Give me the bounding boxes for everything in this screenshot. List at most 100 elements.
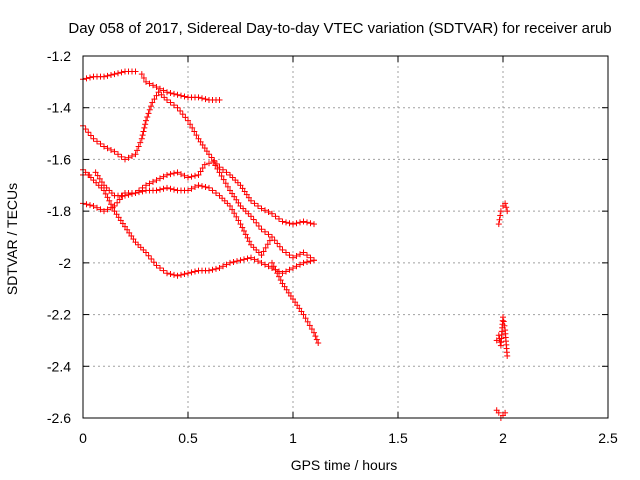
data-point xyxy=(160,267,167,274)
data-point xyxy=(262,228,268,235)
data-point xyxy=(157,175,163,182)
data-point xyxy=(157,265,163,272)
data-point xyxy=(178,271,184,278)
data-point xyxy=(155,89,162,96)
data-point xyxy=(174,272,181,279)
data-point xyxy=(164,171,170,178)
data-point xyxy=(106,187,113,194)
data-point xyxy=(195,171,202,178)
data-point xyxy=(248,213,254,220)
data-point xyxy=(197,168,204,175)
data-point xyxy=(495,221,502,228)
data-point xyxy=(178,171,184,178)
y-tick-label: -1.2 xyxy=(47,48,71,64)
data-point xyxy=(279,246,286,253)
data-point xyxy=(504,352,511,359)
x-tick-label: 2 xyxy=(499,430,507,446)
data-point xyxy=(101,182,107,189)
data-point xyxy=(87,174,94,181)
data-point xyxy=(160,173,167,180)
data-point xyxy=(171,102,177,109)
data-point xyxy=(146,180,153,187)
data-point xyxy=(304,219,310,226)
data-point xyxy=(132,190,139,197)
data-point xyxy=(232,177,239,184)
data-point xyxy=(167,171,174,178)
data-point xyxy=(224,183,231,190)
data-point xyxy=(265,209,272,216)
data-point xyxy=(294,302,301,309)
data-point xyxy=(144,114,151,121)
data-point xyxy=(145,252,152,259)
data-point xyxy=(244,234,251,241)
data-point xyxy=(108,201,114,208)
data-point xyxy=(82,169,89,176)
data-point xyxy=(234,258,240,265)
data-point xyxy=(497,212,504,219)
data-point xyxy=(185,187,191,194)
data-point xyxy=(111,148,118,155)
data-point xyxy=(260,248,267,255)
data-point xyxy=(315,340,322,347)
data-point xyxy=(233,196,240,203)
data-point xyxy=(177,107,184,114)
data-point xyxy=(161,94,168,101)
data-point xyxy=(210,159,217,166)
data-point xyxy=(199,95,205,102)
chart-title: Day 058 of 2017, Sidereal Day-to-day VTE… xyxy=(68,20,612,37)
data-point xyxy=(206,160,212,167)
data-point xyxy=(307,220,314,227)
data-point xyxy=(104,145,111,152)
data-point xyxy=(126,229,133,236)
data-point xyxy=(239,185,246,192)
data-point xyxy=(290,296,296,303)
data-point xyxy=(221,197,228,204)
data-point xyxy=(293,263,300,270)
data-point xyxy=(181,271,188,278)
data-point xyxy=(146,80,153,87)
y-tick-label: -2.4 xyxy=(47,358,71,374)
data-point xyxy=(118,69,125,76)
data-point xyxy=(233,213,240,220)
data-point xyxy=(87,202,93,209)
data-point xyxy=(304,318,311,325)
data-point xyxy=(145,110,152,117)
data-point xyxy=(153,84,160,91)
data-point xyxy=(248,197,254,204)
data-point xyxy=(138,71,145,78)
data-point xyxy=(171,186,177,193)
data-point xyxy=(167,271,174,278)
data-point xyxy=(164,96,170,103)
data-point xyxy=(241,256,247,263)
data-point xyxy=(276,215,282,222)
data-point xyxy=(297,251,303,258)
data-point xyxy=(98,179,105,186)
data-point xyxy=(94,204,100,211)
data-point xyxy=(157,85,163,92)
data-point xyxy=(279,280,286,287)
data-point xyxy=(192,172,198,179)
data-point xyxy=(497,208,504,215)
data-point xyxy=(202,96,209,103)
data-point xyxy=(101,208,107,215)
data-point xyxy=(94,138,100,145)
data-point xyxy=(106,197,113,204)
data-point xyxy=(192,184,198,191)
data-point xyxy=(141,124,148,131)
data-point xyxy=(189,124,196,131)
data-point xyxy=(188,185,195,192)
data-point xyxy=(224,200,231,207)
x-tick-label: 2.5 xyxy=(598,430,618,446)
data-point xyxy=(279,270,286,277)
data-point xyxy=(258,252,265,259)
data-point xyxy=(90,202,97,209)
data-point xyxy=(153,187,160,194)
data-point xyxy=(237,257,244,264)
data-point xyxy=(251,200,258,207)
data-point xyxy=(269,259,275,266)
data-point xyxy=(85,171,92,178)
data-point xyxy=(130,236,137,243)
data-point xyxy=(143,249,149,256)
data-point xyxy=(153,177,160,184)
data-point xyxy=(255,202,261,209)
